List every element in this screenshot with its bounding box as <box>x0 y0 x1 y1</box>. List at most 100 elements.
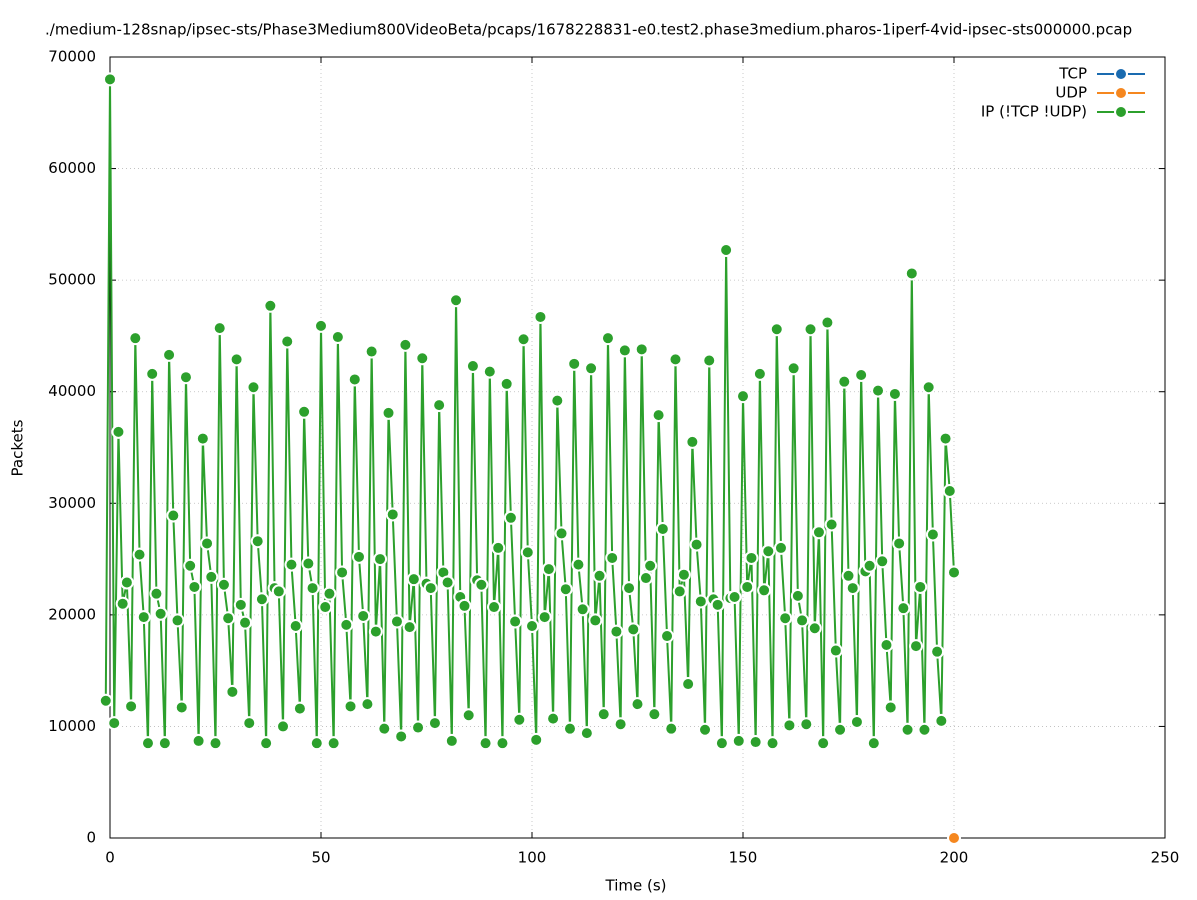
data-point <box>495 736 510 751</box>
data-point <box>195 431 210 446</box>
data-point <box>474 577 489 592</box>
data-point <box>107 716 122 731</box>
data-point <box>389 614 404 629</box>
data-point <box>875 554 890 569</box>
data-point <box>487 600 502 615</box>
data-point <box>149 586 164 601</box>
data-point <box>297 404 312 419</box>
data-point <box>162 347 177 362</box>
data-point <box>335 565 350 580</box>
data-point <box>200 536 215 551</box>
data-point <box>377 721 392 736</box>
data-point <box>449 293 464 308</box>
data-point <box>638 571 653 586</box>
data-point <box>837 374 852 389</box>
data-point <box>187 579 202 594</box>
data-point <box>360 697 375 712</box>
data-point <box>622 581 637 596</box>
data-point <box>103 72 117 87</box>
data-point <box>862 558 877 573</box>
data-point <box>925 527 940 542</box>
data-point <box>427 716 442 731</box>
data-point <box>651 408 666 423</box>
y-axis-label: Packets <box>9 419 27 476</box>
data-point <box>588 613 603 628</box>
data-point <box>368 624 383 639</box>
data-point <box>579 726 594 741</box>
data-point <box>698 722 713 737</box>
data-point <box>833 722 848 737</box>
data-point <box>271 584 286 599</box>
y-tick-label: 70000 <box>48 48 96 66</box>
data-point <box>499 376 514 391</box>
data-point <box>546 711 561 726</box>
x-tick-label: 100 <box>518 849 547 867</box>
data-point <box>461 708 476 723</box>
data-point <box>883 700 898 715</box>
data-point <box>343 699 358 714</box>
data-point <box>115 596 130 611</box>
legend-swatch <box>1114 86 1128 100</box>
data-point <box>921 380 936 395</box>
data-point <box>550 393 565 408</box>
data-point <box>647 707 662 722</box>
data-point <box>554 526 569 541</box>
data-point <box>157 736 172 751</box>
data-point <box>866 736 881 751</box>
y-tick-label: 50000 <box>48 271 96 289</box>
data-point <box>482 364 497 379</box>
data-point <box>782 718 797 733</box>
data-point <box>136 610 151 625</box>
legend-label: UDP <box>1055 84 1087 102</box>
data-point <box>710 597 725 612</box>
data-point <box>934 713 949 728</box>
data-point <box>216 577 231 592</box>
data-point <box>828 643 843 658</box>
data-point <box>630 697 645 712</box>
data-point <box>845 581 860 596</box>
data-point <box>309 736 324 751</box>
data-point <box>288 619 303 634</box>
data-point <box>225 684 240 699</box>
data-point <box>790 588 805 603</box>
data-point <box>314 318 328 333</box>
data-point <box>841 568 856 583</box>
data-point <box>364 344 379 359</box>
data-point <box>778 611 793 626</box>
data-point <box>124 699 139 714</box>
y-tick-label: 20000 <box>48 605 96 623</box>
data-point <box>676 567 691 582</box>
data-point <box>529 732 544 747</box>
data-point <box>432 398 447 413</box>
data-point <box>111 424 126 439</box>
data-point <box>221 611 236 626</box>
y-tick-label: 10000 <box>48 717 96 735</box>
data-point <box>714 736 729 751</box>
data-point <box>411 720 426 735</box>
data-point <box>904 266 919 281</box>
data-point <box>816 736 831 751</box>
data-point <box>942 484 957 499</box>
data-point <box>685 434 700 449</box>
data-point <box>457 598 472 613</box>
data-point <box>584 361 599 376</box>
data-point <box>212 321 227 336</box>
data-point <box>503 510 518 525</box>
data-point <box>322 586 337 601</box>
data-point <box>731 733 746 748</box>
data-point <box>795 613 810 628</box>
y-tick-label: 40000 <box>48 382 96 400</box>
data-point <box>276 719 291 734</box>
legend-swatch <box>1114 67 1128 81</box>
data-point <box>757 583 772 598</box>
data-point <box>727 590 742 605</box>
data-point <box>280 334 295 349</box>
data-point <box>811 525 826 540</box>
data-point <box>537 610 552 625</box>
data-point <box>119 575 134 590</box>
data-point <box>879 637 894 652</box>
data-point <box>558 582 573 597</box>
data-point <box>655 521 670 536</box>
x-tick-label: 50 <box>311 849 330 867</box>
data-point <box>178 370 193 385</box>
